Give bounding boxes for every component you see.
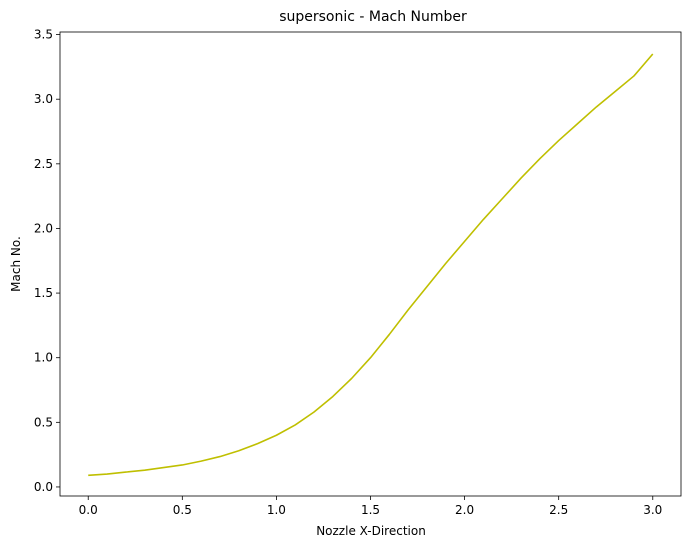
- x-axis-label: Nozzle X-Direction: [316, 524, 426, 538]
- x-tick-label: 0.5: [173, 503, 192, 517]
- y-tick-label: 0.0: [34, 480, 53, 494]
- plot-area: [88, 53, 654, 477]
- y-axis-ticks: 0.0 0.5 1.0 1.5 2.0 2.5 3.0 3.5: [34, 28, 60, 494]
- x-tick-label: 1.5: [361, 503, 380, 517]
- x-tick-label: 0.0: [79, 503, 98, 517]
- y-tick-label: 2.0: [34, 221, 53, 235]
- x-tick-label: 3.0: [643, 503, 662, 517]
- x-tick-label: 1.0: [267, 503, 286, 517]
- y-tick-label: 1.0: [34, 351, 53, 365]
- x-axis-ticks: 0.0 0.5 1.0 1.5 2.0 2.5 3.0: [79, 496, 662, 517]
- y-tick-label: 1.5: [34, 286, 53, 300]
- chart-title: supersonic - Mach Number: [279, 9, 467, 25]
- y-tick-label: 3.0: [34, 92, 53, 106]
- series-line-mach-number: [88, 53, 654, 477]
- x-tick-label: 2.0: [455, 503, 474, 517]
- y-axis-label: Mach No.: [9, 236, 23, 292]
- y-tick-label: 3.5: [34, 28, 53, 42]
- y-tick-label: 0.5: [34, 415, 53, 429]
- x-tick-label: 2.5: [549, 503, 568, 517]
- y-tick-label: 2.5: [34, 157, 53, 171]
- plot-frame: [59, 31, 682, 497]
